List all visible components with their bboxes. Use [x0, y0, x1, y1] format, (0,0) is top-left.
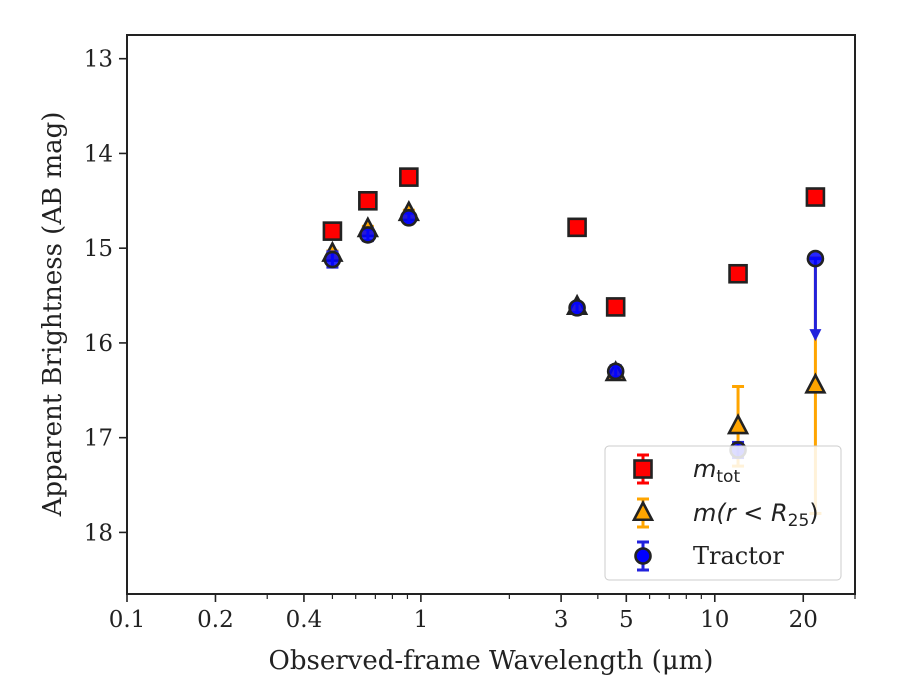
data-point — [726, 413, 750, 435]
y-axis-label: Apparent Brightness (AB mag) — [38, 112, 68, 518]
x-axis-label: Observed-frame Wavelength (μm) — [269, 646, 714, 676]
data-point — [605, 297, 626, 317]
x-tick-label: 10 — [700, 607, 729, 633]
legend-marker — [634, 547, 652, 565]
y-tick-label: 16 — [84, 331, 113, 357]
y-tick-label: 14 — [84, 141, 113, 167]
x-tick-label: 1 — [414, 607, 429, 633]
upper-limit-arrow — [809, 329, 822, 342]
legend-marker — [633, 459, 653, 479]
data-point — [400, 209, 418, 227]
x-tick-label: 0.2 — [197, 607, 234, 633]
y-tick-label: 13 — [84, 47, 113, 73]
legend-box — [604, 445, 842, 581]
data-point — [804, 372, 827, 394]
data-point — [805, 187, 826, 207]
data-point — [323, 250, 342, 269]
data-point — [322, 221, 343, 241]
x-tick-label: 0.4 — [286, 607, 323, 633]
data-point — [806, 249, 825, 268]
y-tick-label: 17 — [84, 426, 113, 452]
data-point — [728, 263, 748, 284]
x-tick-label: 20 — [789, 607, 818, 633]
x-tick-label: 0.1 — [109, 607, 146, 633]
y-tick-label: 18 — [84, 520, 113, 546]
x-tick-label: 3 — [554, 607, 569, 633]
x-tick-label: 5 — [619, 607, 634, 633]
legend-label: Tractor — [693, 542, 784, 570]
data-point — [568, 299, 586, 317]
data-point — [358, 191, 378, 211]
plot-frame — [126, 34, 856, 595]
legend: mtot m(r < R25) Tractor — [604, 445, 842, 581]
data-point — [359, 226, 377, 244]
data-point — [606, 362, 625, 381]
y-tick-label: 15 — [84, 236, 113, 262]
series-0 — [322, 167, 826, 317]
legend-marker — [631, 499, 655, 522]
data-point — [567, 217, 587, 238]
legend-label: m(r < R25) — [693, 499, 819, 531]
series-2 — [323, 209, 825, 460]
legend-label: mtot — [693, 455, 740, 487]
data-point — [399, 167, 419, 187]
